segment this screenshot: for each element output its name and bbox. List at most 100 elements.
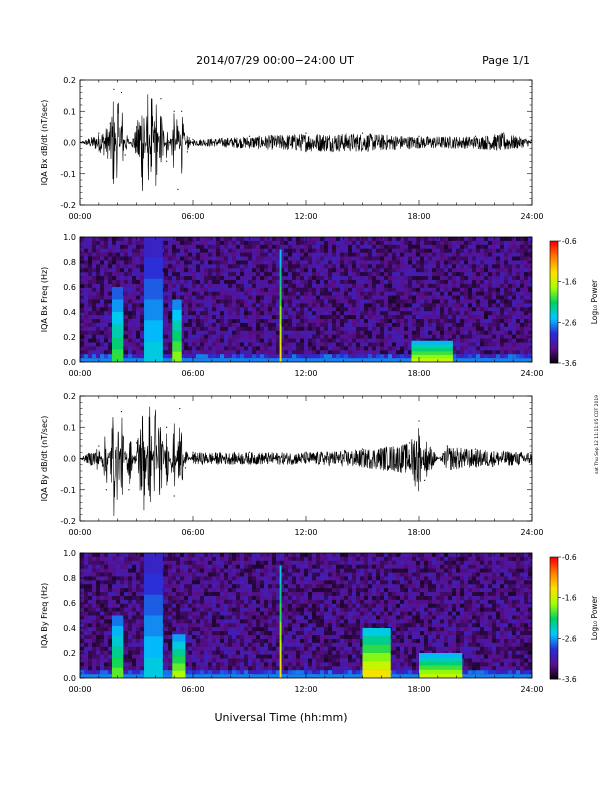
spectrogram-cell xyxy=(172,588,177,593)
spectrogram-cell xyxy=(500,311,505,316)
spectrogram-cell xyxy=(92,260,97,265)
spectrogram-cell xyxy=(188,670,193,675)
spectrogram-cell xyxy=(92,599,97,605)
spectrogram-cell xyxy=(104,303,109,308)
spectrogram-cell xyxy=(176,240,181,246)
spectrogram-cell xyxy=(212,264,217,269)
spectrogram-cell xyxy=(428,283,433,289)
spectrogram-cell xyxy=(276,260,281,265)
spectrogram-cell xyxy=(272,354,277,359)
spectrogram-cell xyxy=(224,279,229,285)
spectrogram-cell xyxy=(196,330,201,335)
spectrogram-cell xyxy=(284,295,289,300)
spectrogram-cell xyxy=(132,654,137,659)
spectrogram-cell xyxy=(348,279,353,285)
spectrogram-cell xyxy=(180,568,185,573)
spectrogram-cell xyxy=(244,330,249,335)
spectrogram-cell xyxy=(112,595,117,601)
spectrogram-cell xyxy=(248,264,253,269)
spectrogram-cell xyxy=(200,338,205,343)
spectrogram-cell xyxy=(236,256,241,261)
spectrogram-cell xyxy=(128,631,133,636)
spectrogram-cell xyxy=(524,279,529,285)
spectrogram-cell xyxy=(524,346,529,351)
spectrogram-cell xyxy=(232,287,237,292)
spectrogram-cell xyxy=(416,260,421,265)
spectrogram-cell xyxy=(296,291,301,296)
spectrogram-cell xyxy=(240,299,245,304)
spectrogram-cell xyxy=(324,354,329,359)
spectrogram-cell xyxy=(92,322,97,328)
spectrogram-cell xyxy=(84,342,89,347)
spectrogram-cell xyxy=(80,588,85,593)
spectrogram-cell xyxy=(80,553,85,558)
spectrogram-cell xyxy=(312,283,317,289)
spectrogram-cell xyxy=(268,264,273,269)
spectrogram-cell xyxy=(124,256,129,261)
spectrogram-cell xyxy=(192,580,197,585)
spectrogram-cell xyxy=(428,248,433,253)
spectrogram-cell xyxy=(384,303,389,308)
spectrogram-cell xyxy=(304,248,309,253)
spectrogram-cell xyxy=(264,342,269,347)
spectrogram-cell xyxy=(452,303,457,308)
spectrogram-cell xyxy=(492,260,497,265)
spectrogram-cell xyxy=(348,264,353,269)
spectrogram-cell xyxy=(240,303,245,308)
spectrogram-cell xyxy=(428,287,433,292)
spectrogram-cell xyxy=(368,279,373,285)
spectrogram-cell xyxy=(492,248,497,253)
spectrogram-cell xyxy=(128,260,133,265)
spectrogram-cell xyxy=(124,303,129,308)
spectrogram-cell xyxy=(260,272,265,277)
spectrogram-cell xyxy=(112,556,117,562)
spectrogram-cell xyxy=(196,568,201,573)
spectrogram-cell xyxy=(180,256,185,261)
spectrogram-cell xyxy=(84,326,89,332)
spectrogram-cell xyxy=(240,283,245,289)
spectrogram-cell xyxy=(516,299,521,304)
spectrogram-cell xyxy=(520,283,525,289)
spectrogram-cell xyxy=(212,311,217,316)
spectrogram-cell xyxy=(228,291,233,296)
spectrogram-cell xyxy=(180,580,185,585)
spectrogram-cell xyxy=(224,264,229,269)
spectrogram-cell xyxy=(132,599,137,605)
spectrogram-cell xyxy=(88,268,93,273)
spectrogram-cell xyxy=(236,272,241,277)
spectrogram-cell xyxy=(496,272,501,277)
spectrogram-cell xyxy=(168,354,173,359)
spectrogram-cell xyxy=(220,330,225,335)
spectrogram-cell xyxy=(176,556,181,562)
spectrogram-cell xyxy=(464,299,469,304)
spectrogram-cell xyxy=(92,611,97,616)
spectrogram-cell xyxy=(384,299,389,304)
spectrogram-cell xyxy=(464,283,469,289)
spectrogram-cell xyxy=(100,319,105,324)
spectrogram-cell xyxy=(292,248,297,253)
spectrogram-cell xyxy=(396,260,401,265)
spectrogram-cell xyxy=(312,272,317,277)
spectrogram-cell xyxy=(108,619,113,624)
spectrogram-cell xyxy=(92,272,97,277)
y-tick-label: -0.1 xyxy=(60,486,76,495)
spectrogram-cell xyxy=(180,354,185,359)
spectrogram-cell xyxy=(516,287,521,292)
spectrogram-cell xyxy=(528,326,532,332)
spectrogram-cell xyxy=(428,252,433,257)
spectrogram-cell xyxy=(408,264,413,269)
spectrogram-cell xyxy=(272,248,277,253)
spectrogram-cell xyxy=(316,264,321,269)
spectrogram-cell xyxy=(504,315,509,320)
spectrogram-cell xyxy=(396,350,401,355)
spectrogram-cell xyxy=(188,580,193,585)
spectrogram-cell xyxy=(92,303,97,308)
spectrogram-cell xyxy=(524,354,529,359)
spectrogram-cell xyxy=(260,248,265,253)
spectrogram-cell xyxy=(472,240,477,246)
spectrogram-cell xyxy=(204,307,209,312)
spectrogram-cell xyxy=(104,576,109,581)
spectrogram-cell xyxy=(508,303,513,308)
spectrogram-cell xyxy=(164,619,169,624)
spectrogram-cell xyxy=(228,279,233,285)
